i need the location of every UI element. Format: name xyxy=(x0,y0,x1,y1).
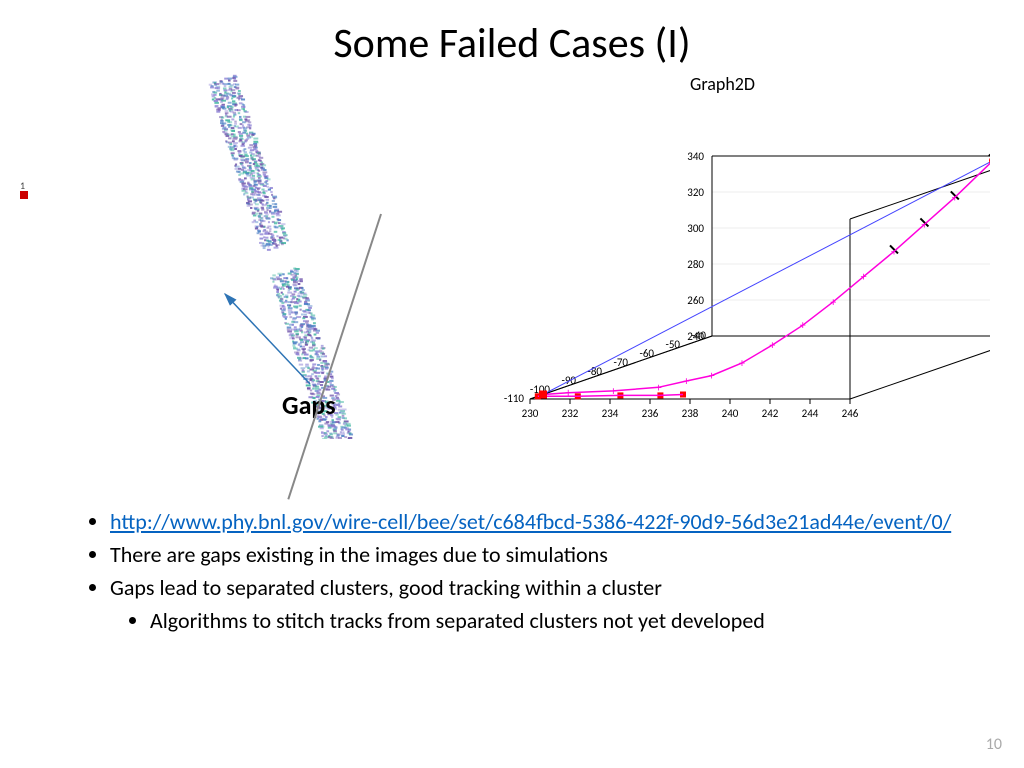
svg-text:234: 234 xyxy=(602,407,619,420)
svg-text:244: 244 xyxy=(802,407,819,420)
svg-text:246: 246 xyxy=(842,407,859,420)
slide-title: Some Failed Cases (I) xyxy=(0,0,1024,69)
bullet-item: Gaps lead to separated clusters, good tr… xyxy=(110,571,960,637)
gaps-label: Gaps xyxy=(282,389,336,421)
svg-text:+: + xyxy=(610,385,616,399)
visuals-area: 1 Gaps Graph2D 2402602803003203402302322… xyxy=(0,69,1024,459)
svg-text:240: 240 xyxy=(722,407,739,420)
svg-text:-110: -110 xyxy=(504,392,525,405)
bullet-list: http://www.phy.bnl.gov/wire-cell/bee/set… xyxy=(80,505,960,637)
svg-text:280: 280 xyxy=(687,258,704,271)
svg-text:320: 320 xyxy=(687,186,704,199)
graph-3d: 2402602803003203402302322342362382402422… xyxy=(450,69,990,439)
svg-text:+: + xyxy=(565,387,571,401)
event-link[interactable]: http://www.phy.bnl.gov/wire-cell/bee/set… xyxy=(110,508,951,535)
svg-text:242: 242 xyxy=(762,407,779,420)
svg-text:260: 260 xyxy=(687,294,704,307)
svg-text:230: 230 xyxy=(522,407,539,420)
bullet-link: http://www.phy.bnl.gov/wire-cell/bee/set… xyxy=(110,505,960,538)
svg-text:340: 340 xyxy=(687,150,704,163)
bullet-subitem: Algorithms to stitch tracks from separat… xyxy=(150,604,960,637)
particle-track-visual xyxy=(0,69,360,439)
page-number: 10 xyxy=(986,735,1002,754)
svg-text:236: 236 xyxy=(642,407,659,420)
bullet-item: There are gaps existing in the images du… xyxy=(110,538,960,571)
svg-text:300: 300 xyxy=(687,222,704,235)
svg-text:232: 232 xyxy=(562,407,579,420)
svg-text:238: 238 xyxy=(682,407,699,420)
